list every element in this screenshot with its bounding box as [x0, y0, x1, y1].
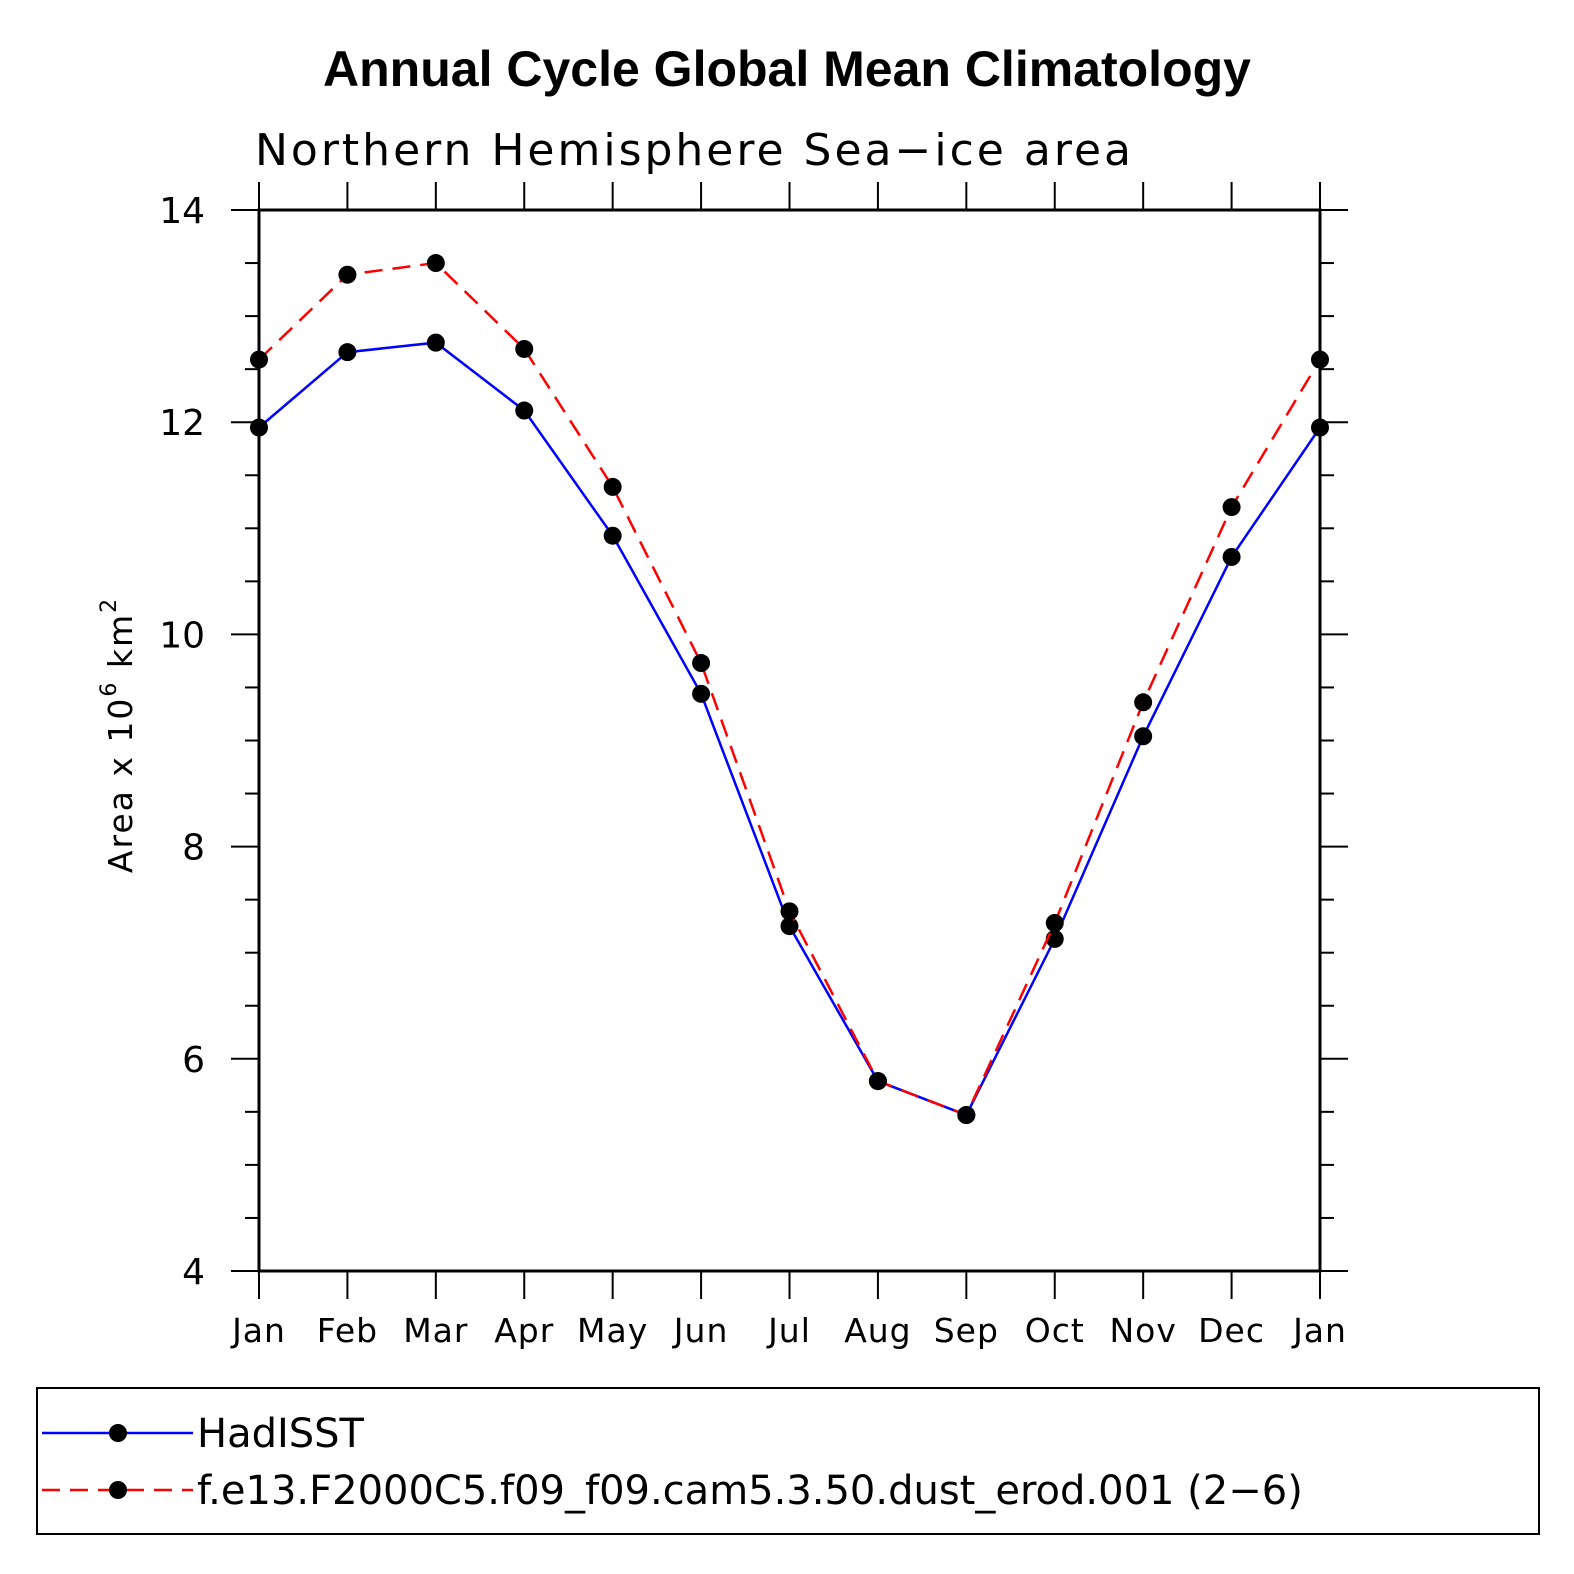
legend: HadISST f.e13.F2000C5.f09_f09.cam5.3.50.d…	[36, 1387, 1540, 1535]
y-axis-label: Area x 106 km2	[97, 597, 140, 873]
x-tick-label: Nov	[1109, 1311, 1176, 1350]
x-tick-label: Apr	[494, 1311, 554, 1350]
chart-subtitle: Northern Hemisphere Sea−ice area	[255, 125, 1134, 176]
x-tick-label: Sep	[934, 1311, 999, 1350]
data-point	[1134, 727, 1153, 746]
series-line	[258, 261, 1322, 1117]
data-point	[1311, 350, 1329, 369]
data-point	[1222, 498, 1241, 517]
x-tick-label: Jun	[672, 1311, 729, 1350]
x-axis: Jan Feb Mar Apr May Jun Jul Aug Sep Oct Nov Dec Jan	[230, 182, 1347, 1350]
data-point	[338, 265, 357, 284]
data-point	[515, 339, 534, 358]
y-tick-label: 4	[182, 1252, 205, 1293]
y-axis-label-text: Area x 10	[101, 697, 140, 873]
x-tick-label: Jan	[1291, 1311, 1347, 1350]
data-point	[515, 401, 534, 420]
y-tick-label: 10	[159, 615, 205, 656]
y-tick-label: 12	[159, 403, 205, 444]
series-2	[250, 254, 1329, 1125]
x-tick-label: May	[577, 1311, 648, 1350]
series-line	[258, 341, 1322, 1117]
data-point	[692, 654, 711, 673]
y-tick-label: 14	[159, 191, 205, 232]
legend-label: f.e13.F2000C5.f09_f09.cam5.3.50.dust_ero…	[197, 1468, 1303, 1514]
plot-frame	[257, 208, 1322, 1273]
x-tick-label: Jan	[230, 1311, 286, 1350]
data-point	[780, 917, 799, 936]
data-point	[1045, 913, 1064, 932]
data-point	[692, 684, 711, 703]
y-tick-label: 6	[182, 1040, 205, 1081]
data-point	[426, 254, 445, 273]
data-point	[1222, 547, 1241, 566]
legend-item-1: HadISST	[42, 1411, 365, 1457]
x-tick-label: Aug	[844, 1311, 911, 1350]
y-tick-label: 8	[182, 828, 205, 869]
y-axis-label-unit-exponent: 2	[97, 597, 122, 613]
data-point	[1311, 418, 1329, 437]
data-point	[338, 343, 357, 362]
x-tick-label: Mar	[403, 1311, 468, 1350]
data-point	[250, 418, 268, 437]
legend-marker	[109, 1424, 127, 1442]
x-tick-label: Jul	[766, 1311, 811, 1350]
series-1	[250, 333, 1329, 1125]
data-point	[868, 1072, 887, 1091]
y-axis-label-unit: km	[101, 613, 140, 681]
legend-marker	[109, 1481, 127, 1499]
legend-item-2: f.e13.F2000C5.f09_f09.cam5.3.50.dust_ero…	[42, 1468, 1303, 1514]
y-axis: 4 6 8 10 12 14	[159, 191, 1348, 1293]
legend-box	[36, 1387, 1540, 1535]
data-point	[1134, 693, 1153, 712]
legend-label: HadISST	[197, 1411, 365, 1457]
data-point	[957, 1106, 976, 1125]
data-point	[250, 350, 268, 369]
y-axis-label-exponent: 6	[97, 681, 122, 697]
chart-title: Annual Cycle Global Mean Climatology	[323, 41, 1251, 97]
data-point	[780, 902, 799, 921]
x-tick-label: Oct	[1025, 1311, 1085, 1350]
x-tick-label: Dec	[1198, 1311, 1265, 1350]
plot-border	[257, 208, 1322, 1273]
data-point	[603, 526, 622, 545]
data-point	[603, 477, 622, 496]
data-point	[426, 333, 445, 352]
x-tick-label: Feb	[317, 1311, 378, 1350]
legend-items: HadISST f.e13.F2000C5.f09_f09.cam5.3.50.d…	[42, 1411, 1303, 1514]
series-layer	[250, 254, 1329, 1125]
